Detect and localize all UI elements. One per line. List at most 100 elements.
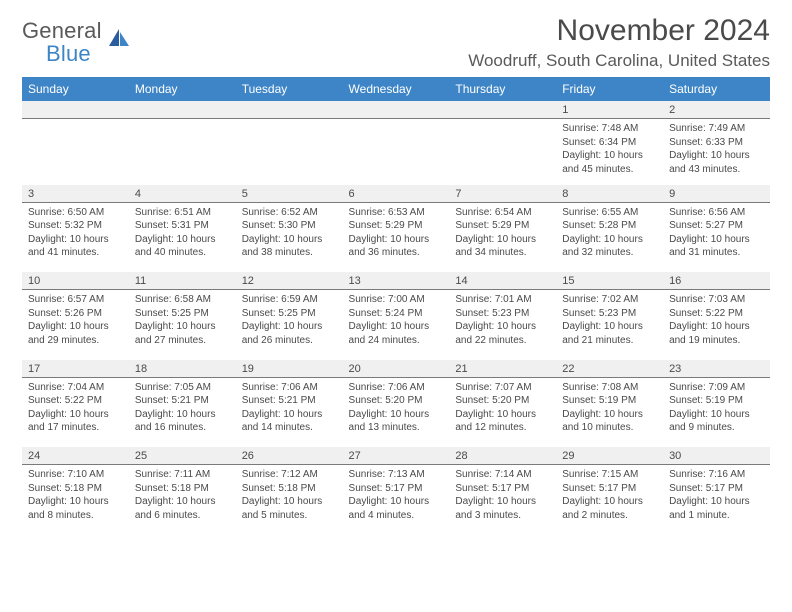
day-num-cell: 10 <box>22 272 129 290</box>
sunset-line: Sunset: 5:26 PM <box>28 307 123 321</box>
sunrise-line: Sunrise: 7:12 AM <box>242 468 337 482</box>
day-body-cell: Sunrise: 7:13 AMSunset: 5:17 PMDaylight:… <box>343 465 450 535</box>
day-num-cell: 28 <box>449 447 556 465</box>
sunrise-line: Sunrise: 6:54 AM <box>455 206 550 220</box>
day-body-row: Sunrise: 6:57 AMSunset: 5:26 PMDaylight:… <box>22 290 770 360</box>
day-num-row: 17181920212223 <box>22 360 770 378</box>
sunrise-line: Sunrise: 7:06 AM <box>349 381 444 395</box>
day-body-cell: Sunrise: 6:55 AMSunset: 5:28 PMDaylight:… <box>556 202 663 272</box>
daylight-line: Daylight: 10 hours and 36 minutes. <box>349 233 444 260</box>
day-num-row: 12 <box>22 101 770 119</box>
day-body-cell: Sunrise: 6:59 AMSunset: 5:25 PMDaylight:… <box>236 290 343 360</box>
day-num-cell: 9 <box>663 185 770 203</box>
sunset-line: Sunset: 5:25 PM <box>135 307 230 321</box>
sunset-line: Sunset: 5:29 PM <box>455 219 550 233</box>
day-body-cell: Sunrise: 7:09 AMSunset: 5:19 PMDaylight:… <box>663 377 770 447</box>
dow-cell: Monday <box>129 77 236 101</box>
daylight-line: Daylight: 10 hours and 38 minutes. <box>242 233 337 260</box>
sunset-line: Sunset: 5:17 PM <box>455 482 550 496</box>
daylight-line: Daylight: 10 hours and 5 minutes. <box>242 495 337 522</box>
daylight-line: Daylight: 10 hours and 19 minutes. <box>669 320 764 347</box>
calendar-table: SundayMondayTuesdayWednesdayThursdayFrid… <box>22 77 770 535</box>
day-num-cell: 12 <box>236 272 343 290</box>
day-body-cell <box>449 119 556 185</box>
day-body-cell: Sunrise: 7:16 AMSunset: 5:17 PMDaylight:… <box>663 465 770 535</box>
day-num-cell: 4 <box>129 185 236 203</box>
daylight-line: Daylight: 10 hours and 4 minutes. <box>349 495 444 522</box>
sunrise-line: Sunrise: 7:03 AM <box>669 293 764 307</box>
day-num-cell: 1 <box>556 101 663 119</box>
day-body-row: Sunrise: 7:10 AMSunset: 5:18 PMDaylight:… <box>22 465 770 535</box>
dow-row: SundayMondayTuesdayWednesdayThursdayFrid… <box>22 77 770 101</box>
sunrise-line: Sunrise: 7:16 AM <box>669 468 764 482</box>
sunrise-line: Sunrise: 7:49 AM <box>669 122 764 136</box>
day-num-cell: 8 <box>556 185 663 203</box>
day-num-cell: 23 <box>663 360 770 378</box>
day-body-cell: Sunrise: 7:05 AMSunset: 5:21 PMDaylight:… <box>129 377 236 447</box>
daylight-line: Daylight: 10 hours and 22 minutes. <box>455 320 550 347</box>
sunrise-line: Sunrise: 7:08 AM <box>562 381 657 395</box>
day-body-cell: Sunrise: 7:01 AMSunset: 5:23 PMDaylight:… <box>449 290 556 360</box>
day-body-cell <box>343 119 450 185</box>
day-body-cell: Sunrise: 7:12 AMSunset: 5:18 PMDaylight:… <box>236 465 343 535</box>
daylight-line: Daylight: 10 hours and 2 minutes. <box>562 495 657 522</box>
sunset-line: Sunset: 5:17 PM <box>562 482 657 496</box>
day-body-cell: Sunrise: 6:53 AMSunset: 5:29 PMDaylight:… <box>343 202 450 272</box>
sunrise-line: Sunrise: 7:04 AM <box>28 381 123 395</box>
day-body-cell: Sunrise: 6:52 AMSunset: 5:30 PMDaylight:… <box>236 202 343 272</box>
daylight-line: Daylight: 10 hours and 41 minutes. <box>28 233 123 260</box>
sunset-line: Sunset: 5:20 PM <box>349 394 444 408</box>
sunrise-line: Sunrise: 6:51 AM <box>135 206 230 220</box>
dow-cell: Tuesday <box>236 77 343 101</box>
day-num-cell: 30 <box>663 447 770 465</box>
day-body-cell: Sunrise: 7:15 AMSunset: 5:17 PMDaylight:… <box>556 465 663 535</box>
day-body-cell: Sunrise: 7:49 AMSunset: 6:33 PMDaylight:… <box>663 119 770 185</box>
day-body-cell: Sunrise: 7:10 AMSunset: 5:18 PMDaylight:… <box>22 465 129 535</box>
sunset-line: Sunset: 5:18 PM <box>135 482 230 496</box>
day-num-cell: 26 <box>236 447 343 465</box>
day-num-cell: 2 <box>663 101 770 119</box>
day-num-cell: 3 <box>22 185 129 203</box>
day-body-cell: Sunrise: 6:54 AMSunset: 5:29 PMDaylight:… <box>449 202 556 272</box>
day-num-cell <box>343 101 450 119</box>
sunset-line: Sunset: 6:34 PM <box>562 136 657 150</box>
sunset-line: Sunset: 5:18 PM <box>28 482 123 496</box>
sunset-line: Sunset: 5:19 PM <box>562 394 657 408</box>
sunrise-line: Sunrise: 7:14 AM <box>455 468 550 482</box>
sunset-line: Sunset: 5:25 PM <box>242 307 337 321</box>
day-body-cell: Sunrise: 7:02 AMSunset: 5:23 PMDaylight:… <box>556 290 663 360</box>
day-body-cell: Sunrise: 6:50 AMSunset: 5:32 PMDaylight:… <box>22 202 129 272</box>
day-body-row: Sunrise: 7:48 AMSunset: 6:34 PMDaylight:… <box>22 119 770 185</box>
day-body-cell: Sunrise: 7:07 AMSunset: 5:20 PMDaylight:… <box>449 377 556 447</box>
daylight-line: Daylight: 10 hours and 6 minutes. <box>135 495 230 522</box>
calendar-page: General Blue November 2024 Woodruff, Sou… <box>0 0 792 535</box>
daylight-line: Daylight: 10 hours and 29 minutes. <box>28 320 123 347</box>
day-num-cell: 16 <box>663 272 770 290</box>
header: General Blue November 2024 Woodruff, Sou… <box>22 14 770 71</box>
sunset-line: Sunset: 5:21 PM <box>242 394 337 408</box>
day-num-cell: 15 <box>556 272 663 290</box>
day-num-row: 10111213141516 <box>22 272 770 290</box>
sunrise-line: Sunrise: 7:02 AM <box>562 293 657 307</box>
sunset-line: Sunset: 5:28 PM <box>562 219 657 233</box>
day-num-cell <box>22 101 129 119</box>
day-num-cell: 17 <box>22 360 129 378</box>
sunrise-line: Sunrise: 7:10 AM <box>28 468 123 482</box>
day-num-cell: 14 <box>449 272 556 290</box>
day-body-cell: Sunrise: 6:57 AMSunset: 5:26 PMDaylight:… <box>22 290 129 360</box>
sunrise-line: Sunrise: 6:55 AM <box>562 206 657 220</box>
day-num-cell: 13 <box>343 272 450 290</box>
daylight-line: Daylight: 10 hours and 34 minutes. <box>455 233 550 260</box>
day-body-cell: Sunrise: 7:14 AMSunset: 5:17 PMDaylight:… <box>449 465 556 535</box>
day-num-cell <box>449 101 556 119</box>
day-num-cell <box>129 101 236 119</box>
sunrise-line: Sunrise: 7:06 AM <box>242 381 337 395</box>
sunset-line: Sunset: 5:29 PM <box>349 219 444 233</box>
sunset-line: Sunset: 5:23 PM <box>562 307 657 321</box>
sunrise-line: Sunrise: 7:48 AM <box>562 122 657 136</box>
sunrise-line: Sunrise: 6:50 AM <box>28 206 123 220</box>
day-num-cell: 11 <box>129 272 236 290</box>
sunrise-line: Sunrise: 7:11 AM <box>135 468 230 482</box>
sunset-line: Sunset: 5:17 PM <box>349 482 444 496</box>
day-body-cell: Sunrise: 7:04 AMSunset: 5:22 PMDaylight:… <box>22 377 129 447</box>
